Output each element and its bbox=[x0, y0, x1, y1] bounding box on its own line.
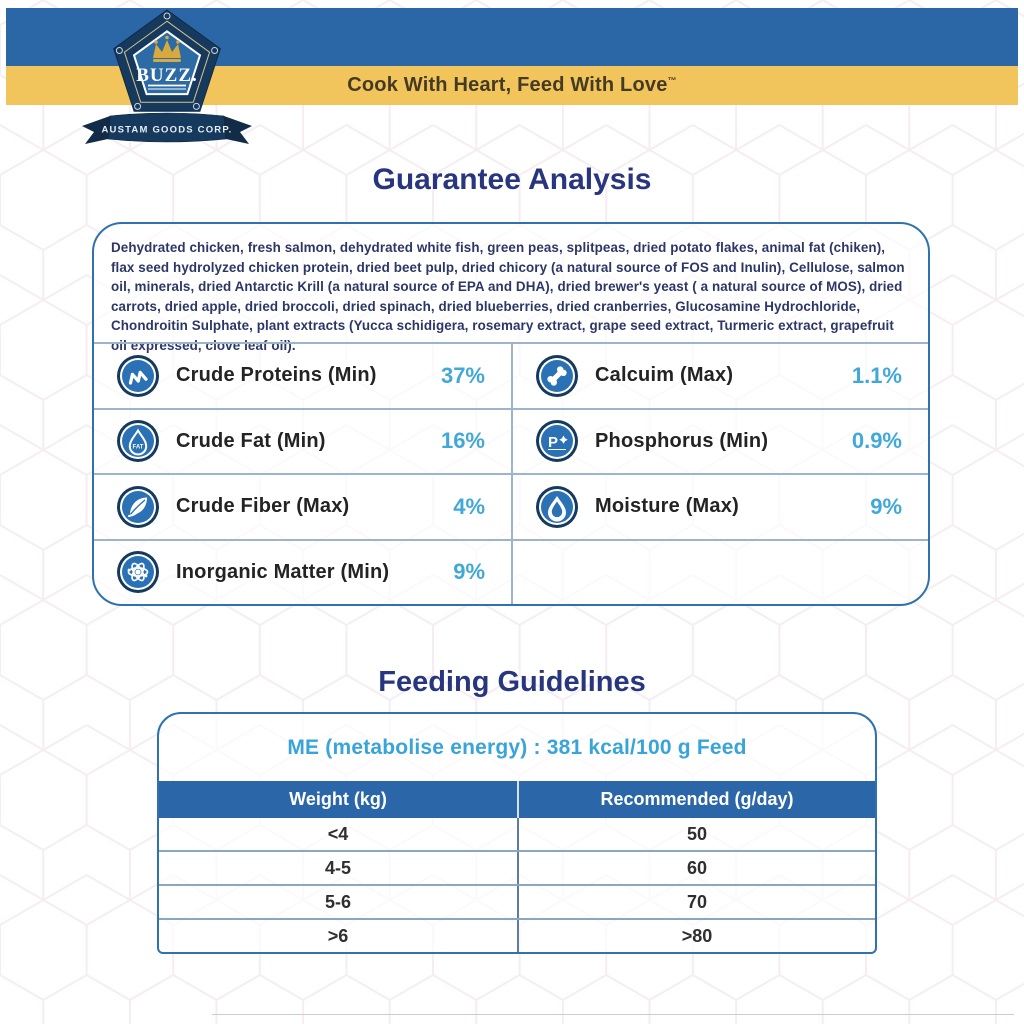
nutrient-cell-calcium: Calcuim (Max) 1.1% bbox=[511, 342, 928, 408]
guarantee-box: Dehydrated chicken, fresh salmon, dehydr… bbox=[92, 222, 930, 606]
me-energy-line: ME (metabolise energy) : 381 kcal/100 g … bbox=[287, 735, 747, 759]
nutrient-label: Phosphorus (Min) bbox=[595, 429, 769, 452]
feeding-box: ME (metabolise energy) : 381 kcal/100 g … bbox=[157, 712, 877, 954]
nutrient-value: 0.9% bbox=[851, 428, 902, 454]
nutrient-label: Crude Fat (Min) bbox=[176, 429, 326, 452]
pentagon-inner bbox=[132, 30, 202, 96]
nutrient-value: 9% bbox=[453, 559, 485, 585]
svg-text:FAT: FAT bbox=[133, 445, 144, 451]
table-row: 5-6 70 bbox=[159, 884, 875, 918]
recommended-header-cell: Recommended (g/day) bbox=[517, 781, 875, 818]
nutrient-label: Crude Fiber (Max) bbox=[176, 495, 350, 518]
ribbon-right-tail bbox=[224, 116, 252, 144]
feeding-table-header: Weight (kg) Recommended (g/day) bbox=[159, 781, 875, 818]
nutrient-cell-crude-fat: FAT Crude Fat (Min) 16% bbox=[94, 407, 511, 474]
company-name: AUSTAM GOODS CORP. bbox=[101, 125, 232, 136]
guarantee-title: Guarantee Analysis bbox=[372, 163, 652, 196]
nutrient-value: 1.1% bbox=[851, 362, 902, 388]
inorganic-icon bbox=[117, 551, 159, 594]
nutrient-label: Inorganic Matter (Min) bbox=[176, 560, 390, 583]
weight-cell: 4-5 bbox=[324, 857, 351, 878]
pentagon-corner-marks bbox=[115, 12, 219, 110]
nutrient-cell-crude-proteins: Crude Proteins (Min) 37% bbox=[94, 342, 511, 408]
weight-cell: 5-6 bbox=[324, 891, 351, 912]
nutrient-value: 9% bbox=[870, 493, 902, 519]
tagline: Cook With Heart, Feed With Love™ bbox=[347, 74, 677, 97]
weight-cell: >6 bbox=[327, 925, 349, 946]
ribbon-banner bbox=[107, 112, 227, 143]
nutrient-cell-moisture: Moisture (Max) 9% bbox=[511, 473, 928, 539]
recommended-cell: 70 bbox=[517, 886, 875, 918]
nutrient-label: Crude Proteins (Min) bbox=[176, 364, 377, 387]
pentagon-ring bbox=[123, 20, 211, 103]
table-row: >6 >80 bbox=[159, 918, 875, 952]
fat-icon: FAT bbox=[117, 420, 159, 463]
weight-cell: <4 bbox=[327, 823, 349, 844]
svg-text:P: P bbox=[548, 434, 558, 451]
brand-name: BUZZ. bbox=[136, 65, 198, 86]
tagline-text: Cook With Heart, Feed With Love bbox=[347, 74, 668, 96]
nutrient-grid: Crude Proteins (Min) 37% Calcuim (Max) 1… bbox=[94, 342, 928, 604]
ingredients-text: Dehydrated chicken, fresh salmon, dehydr… bbox=[111, 240, 905, 353]
recommended-cell: >80 bbox=[517, 920, 875, 952]
table-row: <4 50 bbox=[159, 818, 875, 850]
nutrient-cell-phosphorus: P Phosphorus (Min) 0.9% bbox=[511, 407, 928, 473]
brand-logo: BUZZ. AUSTAM GOODS CORP. bbox=[82, 9, 252, 144]
weight-header-cell: Weight (kg) bbox=[289, 789, 387, 809]
nutrient-value: 4% bbox=[453, 493, 485, 519]
table-row: 4-5 60 bbox=[159, 850, 875, 884]
nutrient-cell-empty bbox=[511, 538, 928, 604]
phosphorus-icon: P bbox=[536, 420, 578, 463]
nutrient-cell-inorganic-matter: Inorganic Matter (Min) 9% bbox=[94, 538, 511, 605]
nutrient-label: Calcuim (Max) bbox=[595, 364, 734, 387]
bottom-divider-line bbox=[212, 1014, 1014, 1015]
protein-icon bbox=[117, 354, 159, 397]
nutrient-value: 16% bbox=[440, 428, 485, 454]
fiber-icon bbox=[117, 485, 159, 528]
ribbon-left-tail bbox=[82, 116, 110, 144]
trademark-symbol: ™ bbox=[667, 75, 677, 86]
calcium-icon bbox=[536, 354, 578, 397]
feeding-title: Feeding Guidelines bbox=[378, 666, 646, 698]
nutrient-cell-crude-fiber: Crude Fiber (Max) 4% bbox=[94, 473, 511, 539]
recommended-cell: 50 bbox=[517, 818, 875, 850]
nutrient-label: Moisture (Max) bbox=[595, 495, 739, 518]
moisture-icon bbox=[536, 485, 578, 528]
nutrient-value: 37% bbox=[440, 362, 485, 388]
crown-icon bbox=[153, 35, 181, 62]
recommended-cell: 60 bbox=[517, 852, 875, 884]
feeding-table-body: <4 50 4-5 60 5-6 70 >6 >80 bbox=[159, 818, 875, 952]
